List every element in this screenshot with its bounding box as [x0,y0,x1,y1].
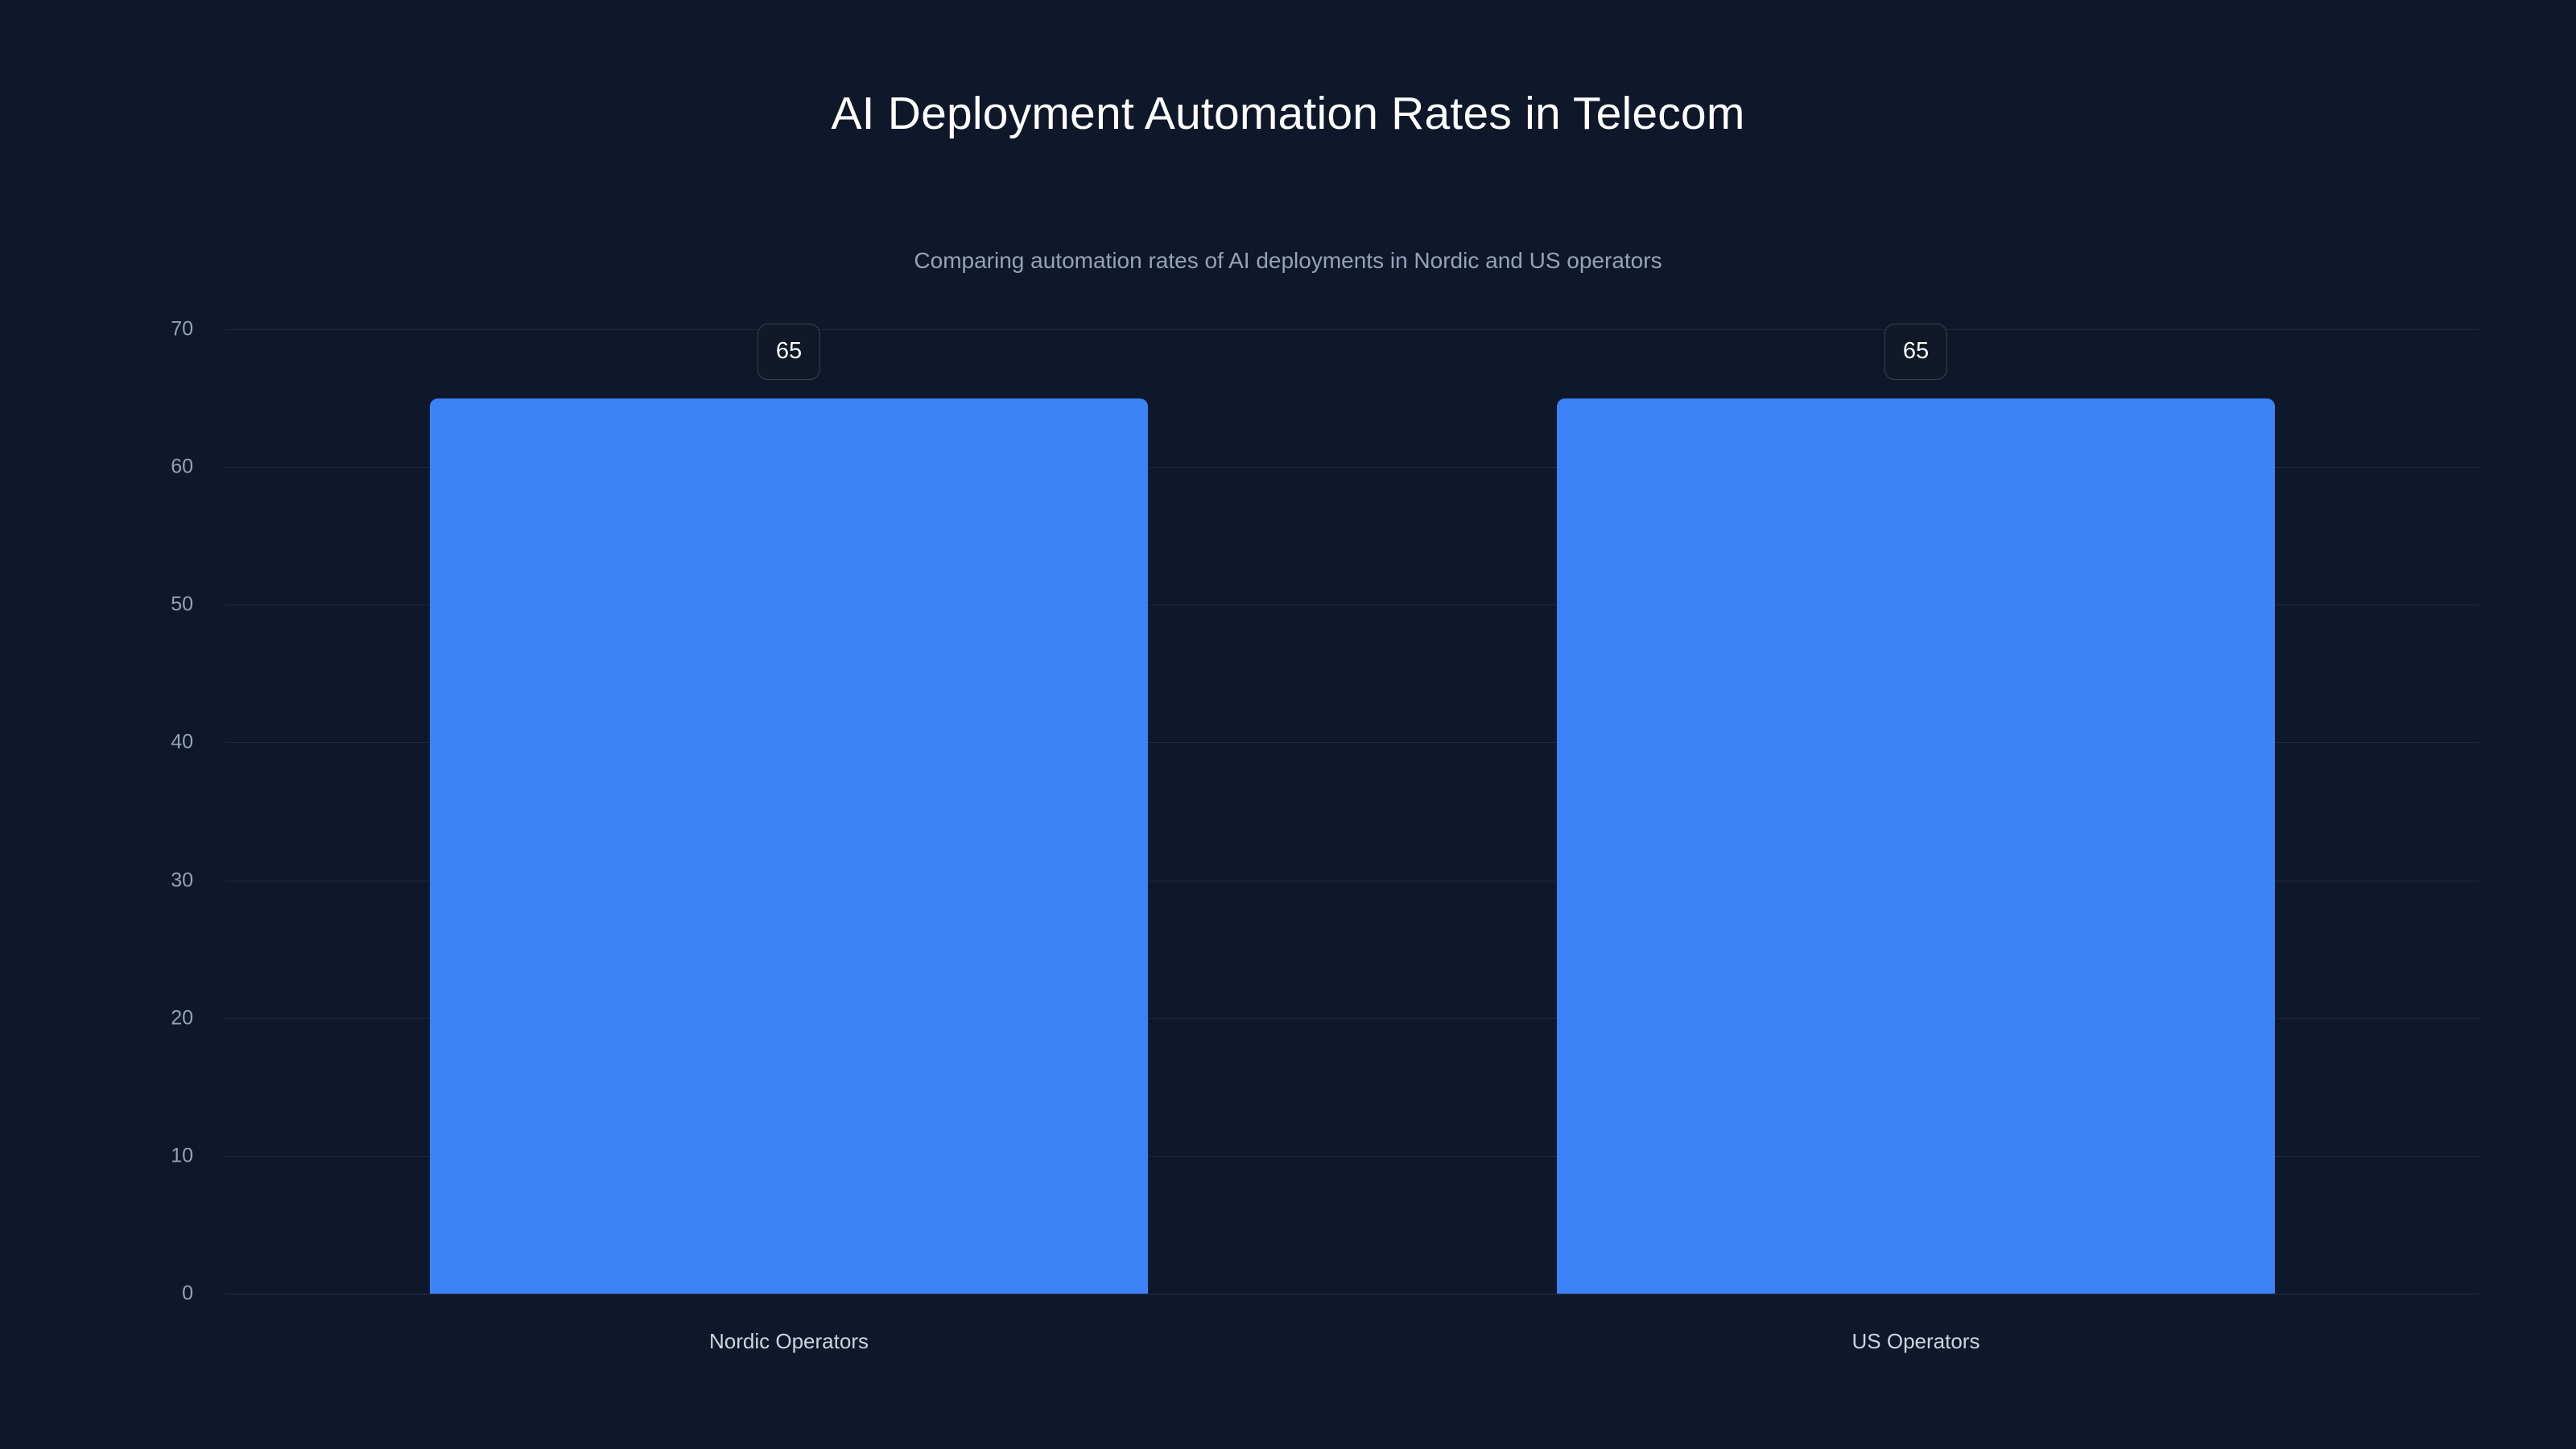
gridline [225,1155,2479,1157]
y-axis-tick-label: 40 [171,730,193,753]
chart-title: AI Deployment Automation Rates in Teleco… [831,88,1745,139]
gridline [225,1018,2479,1019]
plot-area [225,329,2479,1294]
y-axis-tick-label: 70 [171,317,193,341]
gridline [225,467,2479,469]
bar[interactable] [1557,398,2275,1294]
bar-value-label: 65 [1884,323,1948,380]
bar-value-label: 65 [757,323,821,380]
y-axis-tick-label: 50 [171,592,193,616]
chart-subtitle: Comparing automation rates of AI deploym… [914,248,1662,273]
gridline [225,329,2479,330]
bar[interactable] [430,398,1148,1294]
gridline [225,742,2479,744]
y-axis-tick-label: 10 [171,1144,193,1167]
y-axis-tick-label: 20 [171,1006,193,1030]
x-axis-tick-label: Nordic Operators [709,1329,869,1353]
x-axis-tick-label: US Operators [1852,1329,1980,1353]
y-axis-tick-label: 60 [171,455,193,478]
y-axis-tick-label: 0 [182,1282,193,1305]
y-axis-tick-label: 30 [171,869,193,892]
